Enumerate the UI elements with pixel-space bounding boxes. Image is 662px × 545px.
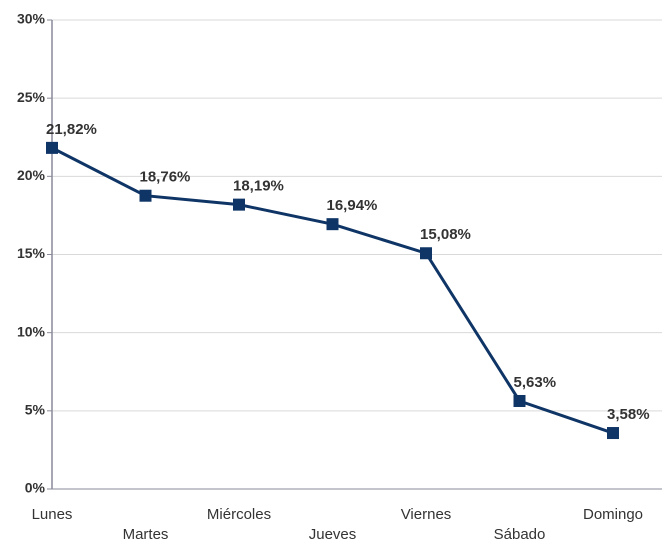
data-label: 15,08%	[420, 226, 471, 243]
x-tick-label: Domingo	[583, 506, 643, 523]
data-label: 18,76%	[140, 169, 191, 186]
marker	[139, 189, 152, 202]
x-tick-label: Jueves	[309, 526, 357, 543]
marker	[46, 141, 58, 154]
y-tick-label: 20%	[17, 167, 46, 183]
x-tick-label: Viernes	[401, 506, 452, 523]
data-label: 3,58%	[607, 406, 650, 423]
x-tick-label: Miércoles	[207, 506, 271, 523]
data-label: 5,63%	[514, 374, 557, 391]
marker	[326, 218, 339, 231]
x-tick-label: Sábado	[494, 526, 546, 543]
y-tick-label: 5%	[25, 402, 46, 418]
y-tick-label: 30%	[17, 11, 46, 27]
y-tick-label: 15%	[17, 245, 46, 261]
data-label: 16,94%	[327, 197, 378, 214]
marker	[420, 247, 432, 260]
x-tick-label: Martes	[123, 526, 169, 543]
marker	[513, 394, 526, 407]
marker	[607, 427, 619, 440]
data-label: 21,82%	[46, 121, 97, 138]
data-label: 18,19%	[233, 178, 284, 195]
x-tick-label: Lunes	[32, 506, 73, 523]
y-tick-label: 10%	[17, 323, 46, 339]
marker	[233, 198, 245, 211]
y-tick-label: 25%	[17, 89, 46, 105]
y-tick-label: 0%	[25, 480, 46, 496]
